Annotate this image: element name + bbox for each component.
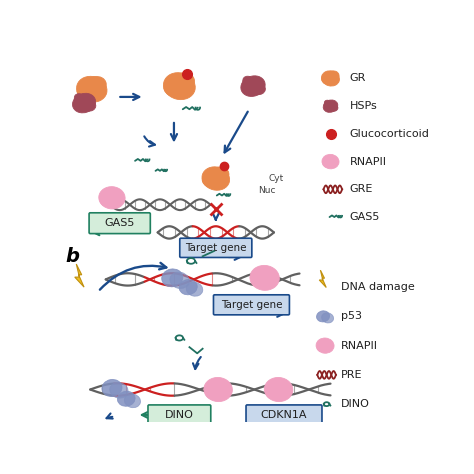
- Text: DNA damage: DNA damage: [341, 282, 414, 292]
- Ellipse shape: [266, 384, 283, 399]
- Ellipse shape: [322, 76, 331, 84]
- Text: Nuc: Nuc: [258, 186, 276, 195]
- Text: CDKN1A: CDKN1A: [261, 410, 307, 420]
- Ellipse shape: [250, 265, 279, 290]
- Ellipse shape: [99, 187, 125, 209]
- Ellipse shape: [162, 269, 183, 287]
- FancyBboxPatch shape: [246, 405, 322, 425]
- Ellipse shape: [179, 280, 197, 295]
- Ellipse shape: [323, 159, 333, 167]
- Ellipse shape: [202, 167, 229, 190]
- Ellipse shape: [170, 272, 189, 289]
- FancyBboxPatch shape: [180, 238, 252, 257]
- Ellipse shape: [317, 311, 329, 322]
- Text: GR: GR: [350, 73, 366, 83]
- Text: HSPs: HSPs: [350, 101, 378, 111]
- Text: DINO: DINO: [341, 399, 369, 409]
- Ellipse shape: [205, 384, 222, 399]
- Ellipse shape: [164, 81, 181, 96]
- Ellipse shape: [77, 84, 93, 99]
- Ellipse shape: [73, 93, 96, 113]
- Ellipse shape: [316, 338, 334, 353]
- Ellipse shape: [77, 76, 107, 102]
- Ellipse shape: [322, 155, 339, 169]
- Ellipse shape: [250, 82, 265, 95]
- Text: GAS5: GAS5: [104, 218, 135, 228]
- Ellipse shape: [118, 391, 135, 406]
- Ellipse shape: [322, 313, 334, 323]
- Text: GAS5: GAS5: [350, 212, 380, 222]
- Ellipse shape: [74, 94, 86, 105]
- Ellipse shape: [328, 104, 338, 111]
- Ellipse shape: [252, 273, 269, 288]
- Ellipse shape: [109, 383, 128, 398]
- Ellipse shape: [264, 377, 293, 401]
- Ellipse shape: [317, 342, 328, 352]
- Text: GRE: GRE: [350, 184, 373, 194]
- Ellipse shape: [327, 71, 339, 81]
- Ellipse shape: [173, 73, 194, 91]
- Ellipse shape: [100, 193, 116, 206]
- Text: Glucocorticoid: Glucocorticoid: [350, 129, 430, 139]
- Text: DINO: DINO: [165, 410, 194, 420]
- FancyBboxPatch shape: [89, 213, 150, 234]
- Ellipse shape: [202, 174, 217, 187]
- FancyBboxPatch shape: [213, 295, 290, 315]
- Text: b: b: [65, 247, 80, 266]
- Text: PRE: PRE: [341, 370, 362, 380]
- Ellipse shape: [323, 100, 338, 112]
- Ellipse shape: [186, 282, 203, 296]
- Ellipse shape: [81, 100, 96, 111]
- Polygon shape: [319, 270, 326, 288]
- Text: RNAPII: RNAPII: [341, 341, 378, 351]
- FancyBboxPatch shape: [148, 405, 211, 425]
- Ellipse shape: [210, 167, 229, 182]
- Ellipse shape: [124, 394, 140, 408]
- Ellipse shape: [164, 73, 195, 100]
- Text: Cyt: Cyt: [268, 174, 284, 183]
- Polygon shape: [75, 264, 84, 287]
- Ellipse shape: [321, 71, 339, 86]
- Text: RNAPII: RNAPII: [350, 156, 387, 166]
- Ellipse shape: [86, 76, 106, 93]
- Ellipse shape: [204, 377, 232, 401]
- Ellipse shape: [241, 76, 265, 96]
- Text: Target gene: Target gene: [221, 300, 282, 310]
- Text: p53: p53: [341, 311, 362, 321]
- Ellipse shape: [324, 100, 332, 108]
- Text: Target gene: Target gene: [185, 243, 246, 253]
- Ellipse shape: [243, 76, 255, 88]
- Ellipse shape: [102, 380, 122, 396]
